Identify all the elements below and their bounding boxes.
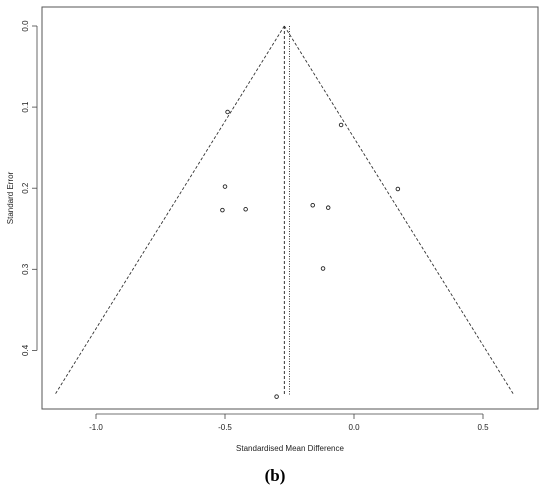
x-axis-title: Standardised Mean Difference bbox=[236, 444, 344, 453]
funnel-lines bbox=[54, 25, 515, 396]
data-point bbox=[310, 202, 315, 208]
reference-lines bbox=[283, 26, 290, 396]
data-point bbox=[325, 205, 331, 210]
x-tick-label: -1.0 bbox=[89, 423, 103, 432]
funnel-left-line bbox=[54, 25, 285, 396]
data-point bbox=[395, 186, 401, 192]
y-axis: 0.0 0.1 0.2 0.3 0.4 bbox=[21, 20, 38, 356]
y-tick-label: 0.0 bbox=[21, 20, 30, 32]
y-tick-label: 0.3 bbox=[21, 263, 30, 275]
data-point bbox=[338, 122, 344, 128]
y-tick-label: 0.4 bbox=[21, 344, 30, 356]
data-point bbox=[320, 266, 326, 271]
funnel-right-line bbox=[283, 25, 515, 396]
y-tick-label: 0.1 bbox=[21, 101, 30, 113]
data-point bbox=[274, 394, 279, 399]
data-point bbox=[220, 207, 225, 213]
panel-caption: (b) bbox=[264, 466, 286, 485]
data-points bbox=[220, 109, 401, 399]
data-point bbox=[243, 207, 248, 212]
plot-frame bbox=[41, 6, 539, 410]
x-axis: -1.0 -0.5 0.0 0.5 bbox=[89, 413, 489, 432]
y-tick-label: 0.2 bbox=[21, 182, 30, 194]
funnel-plot: -1.0 -0.5 0.0 0.5 0.0 0.1 0.2 0.3 0.4 Standardi… bbox=[6, 6, 539, 453]
y-axis-title: Standard Error bbox=[6, 171, 15, 224]
x-tick-label: 0.0 bbox=[348, 423, 360, 432]
data-point bbox=[222, 184, 228, 189]
x-tick-label: 0.5 bbox=[477, 423, 489, 432]
data-point bbox=[225, 109, 230, 115]
x-tick-label: -0.5 bbox=[218, 423, 232, 432]
